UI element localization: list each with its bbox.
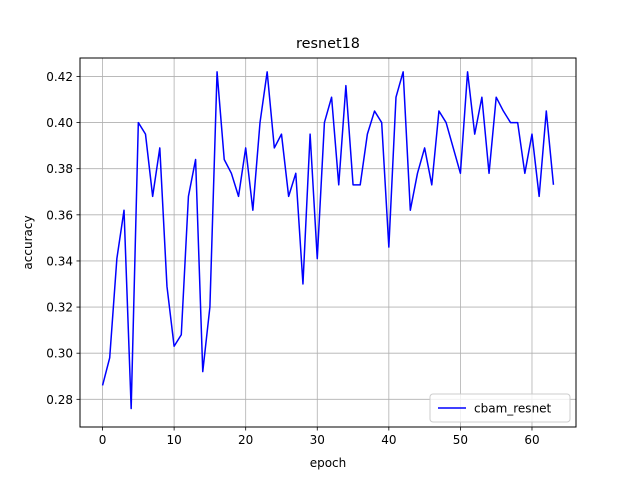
data-point: [238, 196, 240, 198]
data-point: [467, 71, 469, 73]
y-tick-label: 0.28: [46, 393, 73, 407]
plot-frame: [79, 57, 577, 428]
x-tick-label: 0: [99, 433, 107, 447]
grid: [80, 58, 576, 427]
data-point: [317, 258, 319, 260]
data-point: [445, 122, 447, 124]
data-point: [173, 346, 175, 348]
x-axis-title: epoch: [310, 456, 347, 470]
data-point: [123, 209, 125, 211]
data-point: [181, 334, 183, 336]
y-tick-label: 0.38: [46, 162, 73, 176]
legend-box: [429, 393, 571, 423]
ticks: 0 10 20 30 40 50 60 0.28 0.30 0.32 0.34 0.36 0.38 0.4…: [46, 70, 539, 447]
data-point: [424, 147, 426, 149]
data-point: [381, 122, 383, 124]
data-point: [438, 110, 440, 112]
data-point: [152, 196, 154, 198]
series-layer: [101, 71, 555, 410]
data-point: [166, 286, 168, 288]
x-tick-label: 10: [166, 433, 181, 447]
data-point: [259, 122, 261, 124]
data-point: [274, 147, 276, 149]
data-point: [488, 173, 490, 175]
y-tick-label: 0.42: [46, 70, 73, 84]
data-point: [495, 96, 497, 98]
data-point: [245, 147, 247, 149]
data-point: [295, 173, 297, 175]
data-point: [188, 196, 190, 198]
data-point: [431, 184, 433, 186]
x-tick-label: 40: [381, 433, 396, 447]
x-tick-label: 30: [310, 433, 325, 447]
y-tick-label: 0.34: [46, 254, 73, 268]
data-point: [109, 357, 111, 359]
legend-label: cbam_resnet: [474, 402, 552, 416]
data-point: [145, 133, 147, 135]
y-tick-label: 0.32: [46, 301, 73, 315]
data-point: [266, 71, 268, 73]
data-point: [503, 110, 505, 112]
y-axis-title: accuracy: [21, 215, 35, 269]
data-point: [223, 159, 225, 161]
data-point: [345, 85, 347, 87]
data-point: [209, 306, 211, 308]
data-point: [302, 283, 304, 285]
data-point: [352, 184, 354, 186]
data-point: [102, 385, 104, 387]
chart-title: resnet18: [296, 36, 360, 52]
data-point: [338, 184, 340, 186]
y-tick-label: 0.40: [46, 116, 73, 130]
data-point: [130, 408, 132, 410]
data-point: [374, 110, 376, 112]
data-point: [367, 133, 369, 135]
data-point: [546, 110, 548, 112]
x-tick-label: 20: [238, 433, 253, 447]
series-line-cbam_resnet: [101, 71, 555, 410]
data-point: [524, 173, 526, 175]
data-point: [402, 71, 404, 73]
data-point: [216, 71, 218, 73]
data-point: [553, 184, 555, 186]
data-point: [531, 133, 533, 135]
data-point: [417, 173, 419, 175]
data-point: [510, 122, 512, 124]
data-point: [202, 371, 204, 373]
data-point: [116, 258, 118, 260]
data-point: [359, 184, 361, 186]
data-point: [517, 122, 519, 124]
data-point: [252, 209, 254, 211]
data-point: [538, 196, 540, 198]
data-point: [453, 147, 455, 149]
data-point: [159, 147, 161, 149]
x-tick-label: 60: [524, 433, 539, 447]
legend: cbam_resnet: [429, 393, 571, 423]
data-point: [281, 133, 283, 135]
data-point: [331, 96, 333, 98]
y-tick-label: 0.30: [46, 347, 73, 361]
data-point: [324, 122, 326, 124]
data-point: [288, 196, 290, 198]
data-point: [388, 246, 390, 248]
data-point: [395, 96, 397, 98]
data-point: [195, 159, 197, 161]
data-point: [481, 96, 483, 98]
data-point: [410, 209, 412, 211]
y-tick-label: 0.36: [46, 208, 73, 222]
data-point: [231, 173, 233, 175]
data-point: [474, 133, 476, 135]
data-point: [460, 173, 462, 175]
data-point: [309, 133, 311, 135]
data-point: [138, 122, 140, 124]
x-tick-label: 50: [453, 433, 468, 447]
